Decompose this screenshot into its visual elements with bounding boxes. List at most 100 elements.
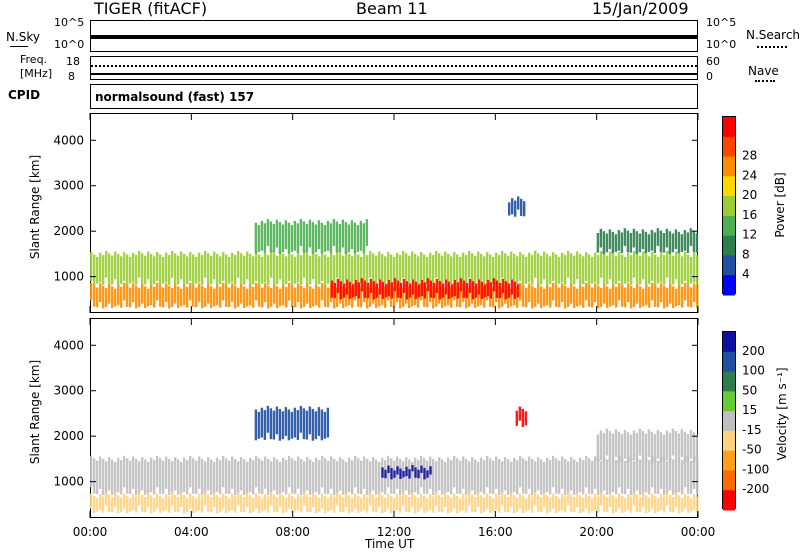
echo-mark-0-3-18 (308, 219, 312, 248)
echo-mark-0-1-167 (591, 256, 594, 284)
echo-mark-1-3-2 (260, 407, 264, 438)
echo-mark-0-3-37 (365, 219, 369, 246)
echo-mark-1-0-81 (333, 458, 336, 496)
echo-mark-0-2-2 (336, 278, 340, 293)
colorbar-tick-0-4: 20 (742, 188, 757, 202)
echo-mark-0-2-42 (456, 282, 460, 299)
echo-mark-1-0-175 (615, 460, 618, 495)
echo-mark-1-1-9 (117, 495, 120, 514)
echo-mark-1-0-166 (588, 458, 591, 494)
echo-mark-1-1-159 (567, 492, 570, 506)
echo-mark-1-0-35 (195, 460, 198, 495)
echo-mark-0-2-11 (363, 280, 367, 298)
echo-mark-1-3-0 (254, 409, 258, 441)
echo-mark-1-1-172 (606, 497, 609, 513)
echo-mark-1-2-16 (429, 466, 432, 475)
echo-mark-1-1-11 (123, 493, 126, 509)
echo-mark-0-3-34 (356, 225, 360, 252)
echo-mark-1-1-90 (360, 498, 363, 512)
echo-mark-0-1-180 (630, 255, 633, 285)
echo-mark-1-0-138 (504, 457, 507, 491)
echo-mark-1-5-5 (611, 433, 615, 463)
colorbar-swatch-0-6 (723, 235, 735, 256)
echo-mark-0-2-30 (420, 279, 424, 297)
echo-mark-0-0-19 (147, 288, 150, 307)
echo-mark-1-0-23 (159, 458, 162, 494)
echo-mark-1-1-191 (663, 496, 666, 513)
echo-mark-0-0-37 (201, 285, 204, 309)
echo-mark-0-0-51 (243, 286, 246, 309)
echo-mark-1-0-27 (171, 461, 174, 494)
echo-mark-1-0-130 (480, 457, 483, 493)
echo-mark-0-0-42 (216, 284, 219, 306)
echo-mark-0-0-59 (267, 285, 270, 309)
echo-mark-0-0-34 (192, 285, 195, 307)
echo-mark-1-1-77 (321, 493, 324, 509)
echo-mark-1-1-170 (600, 492, 603, 506)
echo-mark-1-0-61 (273, 457, 276, 491)
echo-mark-1-1-57 (261, 498, 264, 512)
echo-mark-1-1-183 (639, 497, 642, 513)
echo-mark-0-1-158 (564, 255, 567, 285)
echo-mark-0-0-166 (588, 285, 591, 307)
echo-mark-1-1-152 (546, 495, 549, 514)
echo-mark-1-0-71 (303, 461, 306, 494)
echo-mark-1-1-147 (531, 496, 534, 513)
echo-mark-1-1-194 (672, 497, 675, 513)
echo-mark-1-0-19 (147, 461, 150, 494)
echo-mark-1-1-81 (333, 496, 336, 513)
echo-mark-1-0-31 (183, 457, 186, 493)
echo-mark-1-0-144 (522, 458, 525, 494)
echo-mark-1-1-3 (99, 494, 102, 511)
echo-mark-0-0-48 (234, 285, 237, 309)
echo-mark-1-1-179 (627, 494, 630, 511)
echo-mark-1-0-155 (555, 458, 558, 494)
echo-mark-1-3-14 (296, 410, 300, 440)
echo-mark-0-0-179 (627, 283, 630, 303)
echo-mark-0-2-6 (348, 281, 352, 299)
echo-mark-1-0-72 (306, 457, 309, 491)
echo-mark-1-0-127 (471, 457, 474, 491)
echo-mark-0-3-9 (281, 224, 285, 253)
echo-mark-1-5-24 (668, 432, 672, 463)
echo-mark-1-0-163 (579, 457, 582, 493)
echo-mark-0-0-188 (654, 285, 657, 307)
echo-mark-1-1-138 (504, 494, 507, 512)
echo-mark-0-1-108 (414, 253, 417, 286)
echo-mark-1-0-142 (516, 460, 519, 495)
echo-mark-0-0-61 (273, 283, 276, 304)
echo-mark-0-0-39 (207, 283, 210, 304)
echo-mark-1-1-160 (570, 494, 573, 512)
echo-mark-0-1-115 (435, 250, 438, 278)
echo-mark-1-5-19 (653, 434, 657, 462)
echo-mark-1-0-88 (354, 455, 357, 488)
echo-mark-0-0-93 (369, 288, 372, 307)
echo-mark-0-1-125 (465, 255, 468, 285)
echo-mark-1-0-38 (204, 461, 207, 494)
echo-mark-0-1-90 (360, 256, 363, 284)
echo-mark-0-1-199 (687, 254, 690, 286)
echo-mark-0-1-64 (282, 253, 285, 286)
echo-mark-0-0-172 (606, 286, 609, 309)
echo-mark-0-1-22 (156, 252, 159, 281)
echo-mark-1-0-66 (288, 455, 291, 488)
echo-mark-0-0-107 (411, 288, 414, 307)
echo-mark-1-1-174 (612, 495, 615, 514)
echo-mark-1-1-136 (498, 496, 501, 513)
echo-mark-1-0-186 (648, 460, 651, 495)
echo-mark-0-0-186 (648, 286, 651, 308)
echo-mark-0-0-7 (111, 286, 114, 309)
echo-mark-0-4-32 (692, 230, 696, 253)
echo-mark-0-1-6 (108, 253, 111, 285)
echo-mark-0-5-5 (523, 201, 526, 217)
echo-mark-0-0-64 (282, 284, 285, 306)
echo-mark-1-1-13 (129, 498, 132, 512)
colorbar-tick-1-7: -200 (742, 482, 769, 496)
echo-mark-0-0-191 (663, 285, 666, 309)
echo-mark-0-1-85 (345, 251, 348, 280)
echo-mark-1-0-32 (186, 460, 189, 495)
echo-mark-0-1-92 (366, 255, 369, 285)
echo-mark-0-1-184 (642, 251, 645, 280)
echo-mark-0-1-114 (432, 255, 435, 285)
